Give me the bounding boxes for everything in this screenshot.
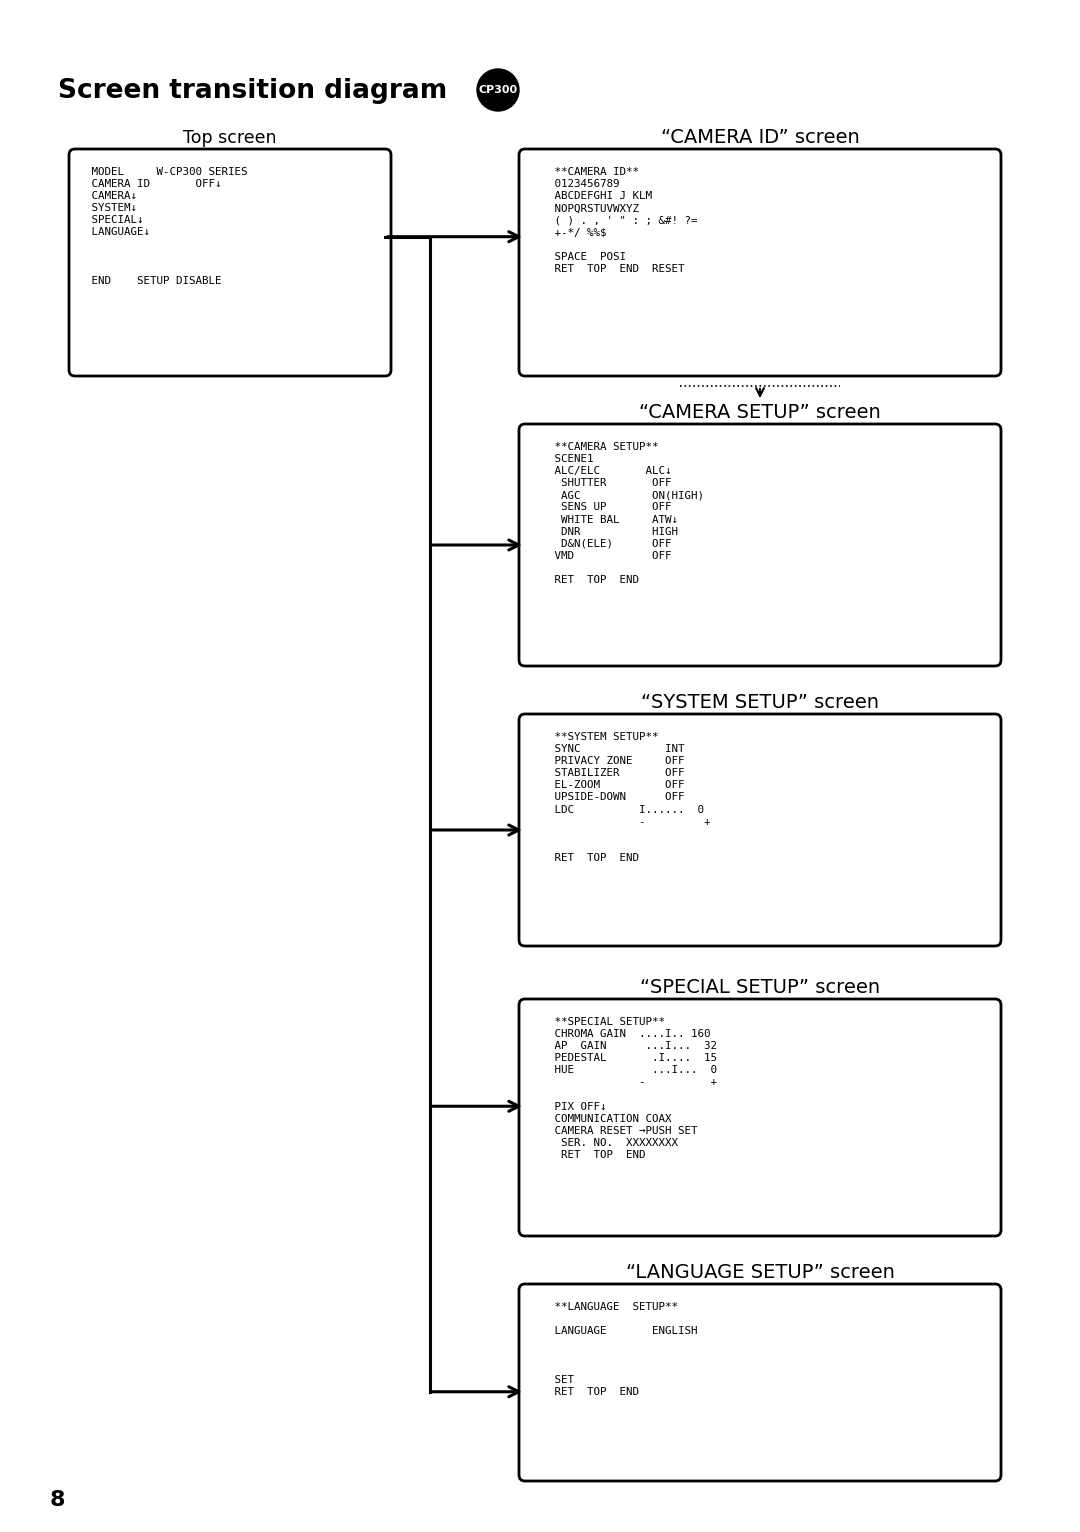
- Text: RET  TOP  END: RET TOP END: [535, 574, 639, 585]
- Text: SYSTEM↓: SYSTEM↓: [85, 204, 137, 213]
- Text: WHITE BAL     ATW↓: WHITE BAL ATW↓: [535, 515, 678, 524]
- Text: CAMERA ID       OFF↓: CAMERA ID OFF↓: [85, 179, 221, 188]
- Text: SCENE1: SCENE1: [535, 453, 594, 464]
- Text: HUE            ...I...  0: HUE ...I... 0: [535, 1065, 717, 1075]
- Text: Top screen: Top screen: [184, 129, 276, 147]
- Text: LANGUAGE↓: LANGUAGE↓: [85, 227, 150, 237]
- Text: -         +: - +: [535, 817, 711, 827]
- Text: END    SETUP DISABLE: END SETUP DISABLE: [85, 276, 221, 286]
- Text: MODEL     W-CP300 SERIES: MODEL W-CP300 SERIES: [85, 167, 247, 178]
- FancyBboxPatch shape: [519, 1284, 1001, 1481]
- Text: **SYSTEM SETUP**: **SYSTEM SETUP**: [535, 732, 659, 741]
- Text: **CAMERA ID**: **CAMERA ID**: [535, 167, 639, 178]
- Text: **LANGUAGE  SETUP**: **LANGUAGE SETUP**: [535, 1302, 678, 1311]
- Text: STABILIZER       OFF: STABILIZER OFF: [535, 768, 685, 778]
- Text: RET  TOP  END: RET TOP END: [535, 1151, 646, 1160]
- Text: “CAMERA SETUP” screen: “CAMERA SETUP” screen: [639, 403, 881, 421]
- Text: **SPECIAL SETUP**: **SPECIAL SETUP**: [535, 1017, 665, 1026]
- Text: RET  TOP  END  RESET: RET TOP END RESET: [535, 264, 685, 274]
- Text: CHROMA GAIN  ....I.. 160: CHROMA GAIN ....I.. 160: [535, 1030, 711, 1039]
- Text: CP300: CP300: [478, 84, 517, 95]
- Text: NOPQRSTUVWXYZ: NOPQRSTUVWXYZ: [535, 204, 639, 213]
- Text: EL-ZOOM          OFF: EL-ZOOM OFF: [535, 780, 685, 791]
- Text: LDC          I......  0: LDC I...... 0: [535, 804, 704, 815]
- FancyBboxPatch shape: [519, 714, 1001, 945]
- Text: “LANGUAGE SETUP” screen: “LANGUAGE SETUP” screen: [625, 1262, 894, 1282]
- Circle shape: [477, 69, 519, 110]
- Text: CAMERA RESET →PUSH SET: CAMERA RESET →PUSH SET: [535, 1126, 698, 1135]
- Text: D&N(ELE)      OFF: D&N(ELE) OFF: [535, 539, 672, 548]
- Text: SENS UP       OFF: SENS UP OFF: [535, 502, 672, 512]
- Text: PEDESTAL       .I....  15: PEDESTAL .I.... 15: [535, 1054, 717, 1063]
- Text: “SYSTEM SETUP” screen: “SYSTEM SETUP” screen: [642, 692, 879, 712]
- Text: 8: 8: [50, 1491, 66, 1511]
- Text: SET: SET: [535, 1374, 573, 1385]
- Text: SER. NO.  XXXXXXXX: SER. NO. XXXXXXXX: [535, 1138, 678, 1147]
- Text: **CAMERA SETUP**: **CAMERA SETUP**: [535, 443, 659, 452]
- Text: SYNC             INT: SYNC INT: [535, 745, 685, 754]
- Text: “CAMERA ID” screen: “CAMERA ID” screen: [661, 129, 860, 147]
- Text: RET  TOP  END: RET TOP END: [535, 1386, 639, 1397]
- Text: LANGUAGE       ENGLISH: LANGUAGE ENGLISH: [535, 1327, 698, 1336]
- FancyBboxPatch shape: [519, 149, 1001, 375]
- Text: “SPECIAL SETUP” screen: “SPECIAL SETUP” screen: [640, 977, 880, 997]
- Text: ALC/ELC       ALC↓: ALC/ELC ALC↓: [535, 466, 672, 476]
- Text: SPACE  POSI: SPACE POSI: [535, 251, 626, 262]
- Text: SHUTTER       OFF: SHUTTER OFF: [535, 478, 672, 489]
- Text: VMD            OFF: VMD OFF: [535, 552, 672, 561]
- Text: RET  TOP  END: RET TOP END: [535, 853, 639, 863]
- Text: Screen transition diagram: Screen transition diagram: [58, 78, 447, 104]
- Text: AP  GAIN      ...I...  32: AP GAIN ...I... 32: [535, 1042, 717, 1051]
- Text: ( ) . , ' " : ; &#! ?=: ( ) . , ' " : ; &#! ?=: [535, 216, 698, 225]
- Text: PRIVACY ZONE     OFF: PRIVACY ZONE OFF: [535, 757, 685, 766]
- Text: 0123456789: 0123456789: [535, 179, 620, 188]
- Text: ABCDEFGHI J KLM: ABCDEFGHI J KLM: [535, 192, 652, 201]
- Text: COMMUNICATION COAX: COMMUNICATION COAX: [535, 1114, 672, 1123]
- FancyBboxPatch shape: [519, 424, 1001, 666]
- Text: +-*/ %%$: +-*/ %%$: [535, 227, 607, 237]
- Text: -          +: - +: [535, 1077, 717, 1088]
- FancyBboxPatch shape: [69, 149, 391, 375]
- Text: SPECIAL↓: SPECIAL↓: [85, 216, 144, 225]
- Text: PIX OFF↓: PIX OFF↓: [535, 1102, 607, 1112]
- Text: CAMERA↓: CAMERA↓: [85, 192, 137, 201]
- Text: AGC           ON(HIGH): AGC ON(HIGH): [535, 490, 704, 501]
- Text: UPSIDE-DOWN      OFF: UPSIDE-DOWN OFF: [535, 792, 685, 803]
- FancyBboxPatch shape: [519, 999, 1001, 1236]
- Text: DNR           HIGH: DNR HIGH: [535, 527, 678, 536]
